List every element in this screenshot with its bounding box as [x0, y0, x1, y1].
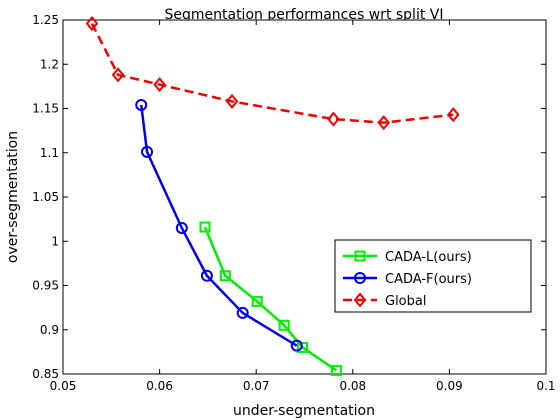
x-tick-label: 0.07	[243, 379, 270, 393]
data-point	[327, 111, 340, 127]
data-point	[297, 341, 309, 353]
legend: CADA-L(ours) CADA-F(ours) Global	[334, 239, 532, 313]
x-axis: 0.05 0.06 0.07 0.08 0.09 0.1	[50, 20, 556, 393]
x-tick-label: 0.1	[536, 379, 555, 393]
legend-marker	[353, 292, 367, 308]
y-tick-label: 0.9	[40, 323, 59, 337]
series-line	[203, 226, 338, 372]
plot-frame	[62, 19, 547, 375]
data-point	[290, 339, 303, 352]
data-point	[175, 221, 188, 234]
data-point	[85, 15, 99, 32]
data-point	[200, 269, 213, 282]
data-point	[199, 221, 211, 233]
x-tick-label: 0.05	[50, 379, 77, 393]
series-1	[135, 98, 303, 352]
x-tick-label: 0.09	[436, 379, 463, 393]
data-point	[111, 67, 125, 83]
x-tick-label: 0.06	[146, 379, 173, 393]
data-point	[225, 93, 239, 109]
series-layer	[85, 15, 460, 376]
y-tick-label: 1.15	[32, 102, 59, 116]
legend-marker	[354, 272, 366, 284]
y-tick-label: 0.85	[32, 367, 59, 381]
data-point	[278, 319, 290, 331]
y-tick-label: 1	[51, 234, 59, 248]
data-point	[236, 306, 249, 319]
legend-label: Global	[385, 294, 426, 309]
legend-box	[334, 239, 532, 313]
data-point	[153, 77, 166, 93]
data-point	[219, 270, 231, 282]
y-tick-label: 1.2	[40, 57, 59, 71]
legend-marker	[354, 250, 366, 262]
legend-label: CADA-L(ours)	[385, 250, 472, 265]
legend-label: CADA-F(ours)	[385, 272, 472, 287]
data-point	[446, 107, 460, 123]
series-line	[90, 22, 454, 124]
y-tick-label: 0.95	[32, 279, 59, 293]
series-0	[199, 221, 342, 376]
y-tick-label: 1.1	[40, 146, 59, 160]
y-tick-label: 1.05	[32, 190, 59, 204]
series-2	[85, 15, 460, 131]
y-axis-title: over-segmentation	[5, 131, 21, 263]
data-point	[377, 115, 391, 131]
y-axis: 0.85 0.9 0.95 1 1.05 1.1 1.15 1.2 1.25	[32, 13, 546, 381]
data-point	[141, 145, 154, 158]
data-point	[251, 295, 263, 307]
data-point	[330, 364, 342, 376]
chart-title: Segmentation performances wrt split VI	[164, 7, 443, 23]
x-tick-label: 0.08	[339, 379, 366, 393]
y-tick-label: 1.25	[32, 13, 59, 27]
series-line	[140, 104, 298, 347]
data-point	[135, 98, 148, 111]
x-axis-title: under-segmentation	[233, 403, 375, 419]
